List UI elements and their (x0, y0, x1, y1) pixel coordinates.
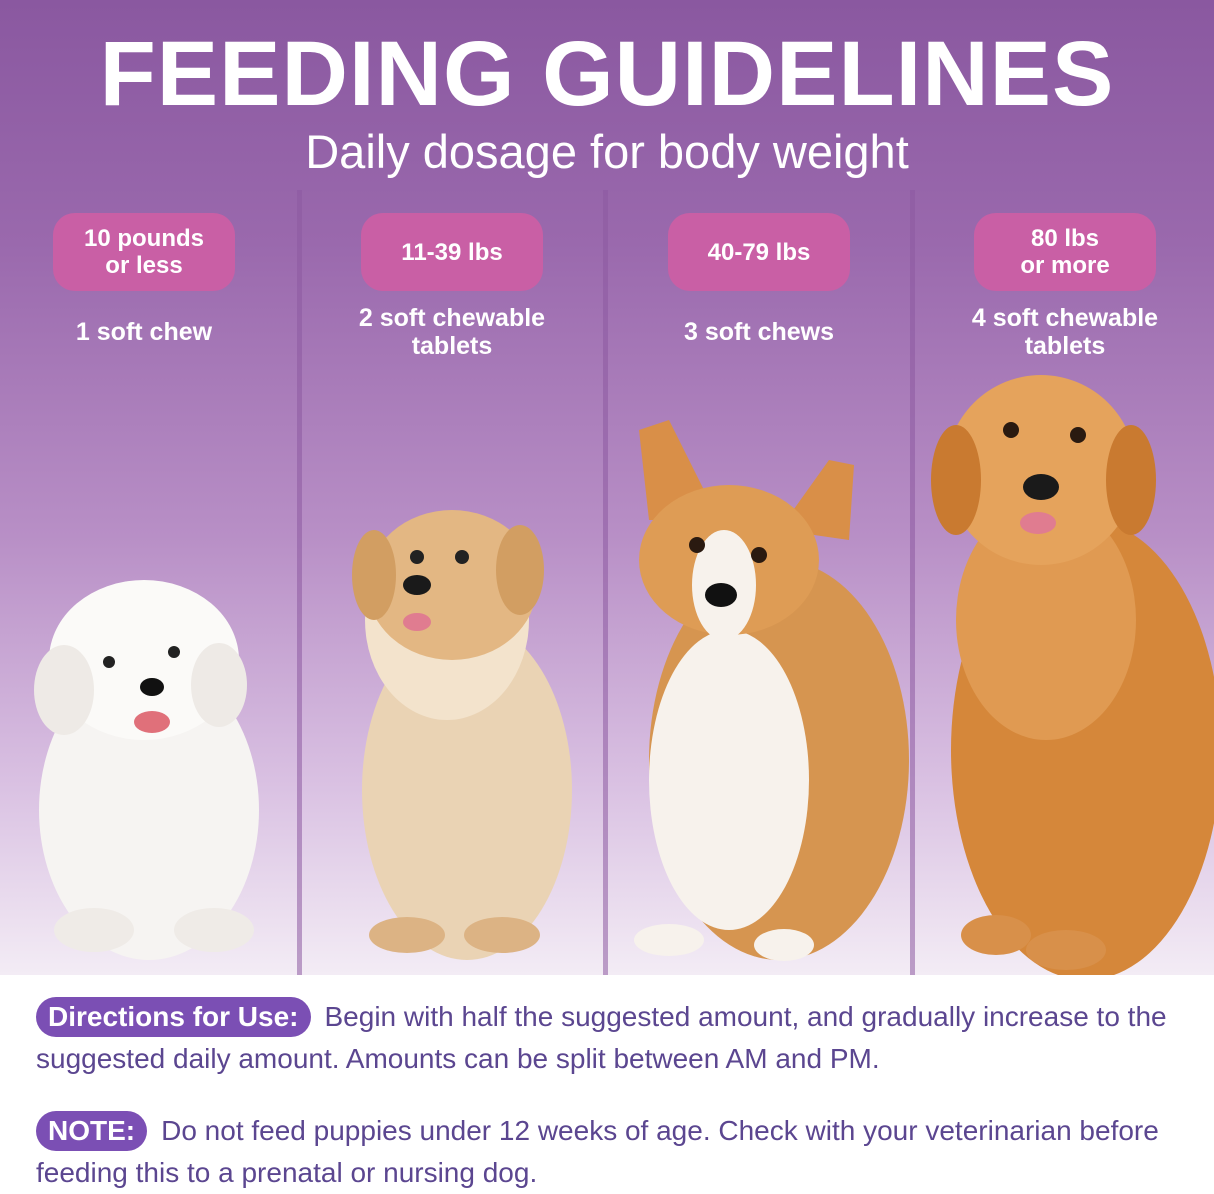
dosage-column-large: 40-79 lbs 3 soft chews (609, 190, 909, 975)
golden-retriever-image (931, 375, 1214, 975)
dosage-column-medium: 11-39 lbs 2 soft chewable tablets (302, 190, 602, 975)
page-subtitle: Daily dosage for body weight (305, 125, 909, 178)
weight-range-pill: 40-79 lbs (668, 213, 850, 291)
dosage-column-small: 10 pounds or less 1 soft chew (0, 190, 294, 975)
directions-section: Directions for Use: Begin with half the s… (36, 996, 1196, 1080)
dose-text: 1 soft chew (75, 318, 213, 346)
weight-range-pill: 80 lbs or more (974, 213, 1156, 291)
directions-label: Directions for Use: (36, 997, 311, 1037)
note-section: NOTE: Do not feed puppies under 12 weeks … (36, 1110, 1196, 1194)
page-title: FEEDING GUIDELINES (99, 23, 1115, 125)
dosage-column-xlarge: 80 lbs or more 4 soft chewable tablets (916, 190, 1214, 975)
column-divider (603, 190, 608, 975)
golden-puppy-image (352, 510, 572, 960)
note-text: Do not feed puppies under 12 weeks of ag… (36, 1115, 1159, 1188)
dose-text: 3 soft chews (683, 318, 835, 346)
dose-text: 4 soft chewable tablets (971, 304, 1159, 360)
note-label: NOTE: (36, 1111, 148, 1151)
column-divider (910, 190, 915, 975)
bichon-dog-image (34, 580, 259, 960)
directions-text: Begin with half the suggested amount, an… (36, 1001, 1167, 1074)
weight-range-pill: 10 pounds or less (53, 213, 235, 291)
weight-range-pill: 11-39 lbs (361, 213, 543, 291)
corgi-dog-image (634, 420, 909, 961)
dose-text: 2 soft chewable tablets (358, 304, 546, 360)
column-divider (297, 190, 302, 975)
